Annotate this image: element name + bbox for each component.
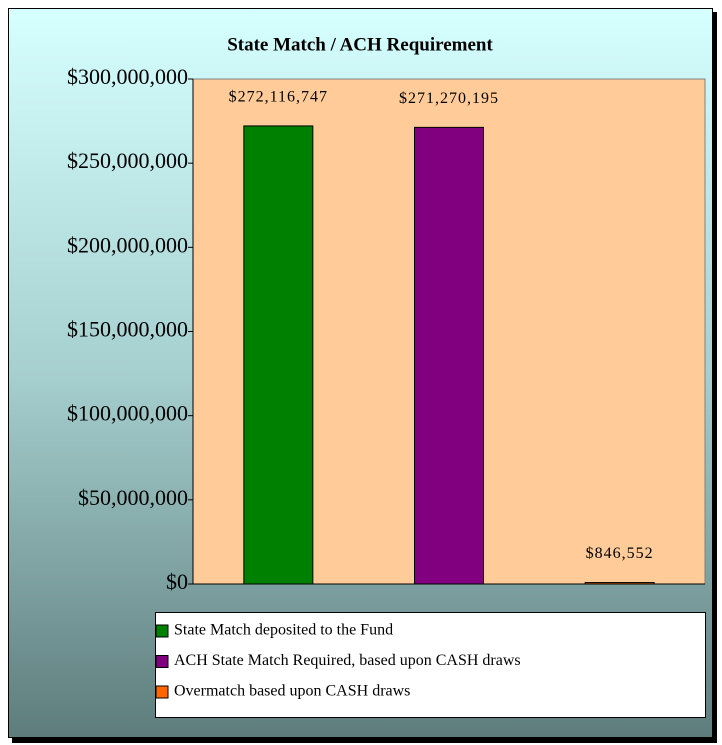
chart-title: State Match / ACH Requirement <box>227 34 493 55</box>
frame-shadow <box>713 12 717 743</box>
legend <box>155 612 706 718</box>
bar <box>414 126 484 585</box>
data-label: $846,552 <box>586 545 654 562</box>
y-tick-label: $200,000,000 <box>67 232 188 257</box>
data-label: $272,116,747 <box>229 89 328 106</box>
legend-label: State Match deposited to the Fund <box>174 622 393 639</box>
y-tick-label: $50,000,000 <box>78 485 188 510</box>
y-tick-label: $300,000,000 <box>67 64 188 89</box>
data-label: $271,270,195 <box>399 90 499 107</box>
frame-shadow <box>12 738 716 743</box>
y-tick-label: $0 <box>166 569 188 594</box>
bar <box>584 582 655 585</box>
legend-swatch <box>155 655 169 668</box>
legend-swatch <box>155 685 169 699</box>
legend-label: Overmatch based upon CASH draws <box>174 683 410 700</box>
y-tick-label: $150,000,000 <box>67 317 188 342</box>
bar <box>243 125 314 585</box>
legend-swatch <box>155 624 169 638</box>
y-tick-label: $250,000,000 <box>67 148 188 173</box>
y-tick-label: $100,000,000 <box>67 401 188 426</box>
legend-label: ACH State Match Required, based upon CAS… <box>174 652 521 669</box>
